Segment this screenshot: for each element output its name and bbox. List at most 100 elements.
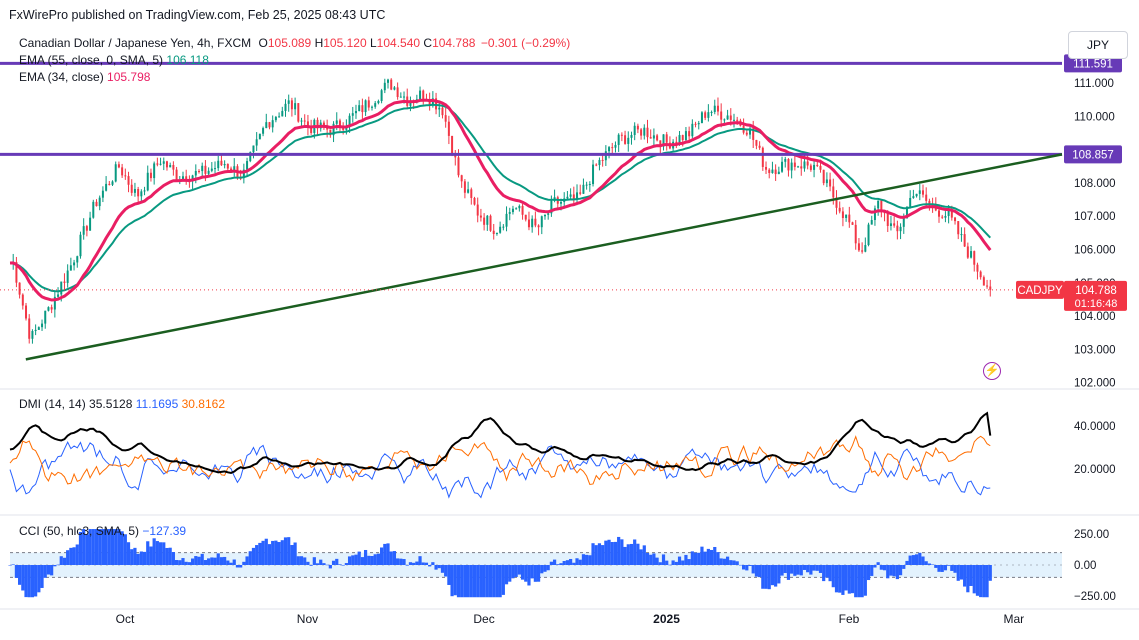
candle xyxy=(274,115,277,123)
candle-body xyxy=(393,87,396,90)
cci-bar xyxy=(629,543,634,565)
candle xyxy=(758,141,761,150)
candle xyxy=(338,118,341,131)
candle-body xyxy=(268,122,271,128)
candle xyxy=(393,86,396,91)
candle xyxy=(483,213,486,231)
ema34-label: EMA (34, close) xyxy=(19,70,104,84)
cci-bar xyxy=(299,556,304,565)
cci-bar xyxy=(767,565,771,590)
candle xyxy=(963,227,966,248)
cci-bar xyxy=(492,565,496,598)
cci-bar xyxy=(828,565,832,582)
candle xyxy=(640,127,643,140)
candle xyxy=(982,275,985,286)
low-label: L xyxy=(369,36,377,50)
candle-body xyxy=(409,100,412,106)
cci-bar xyxy=(671,560,675,565)
cci-bar xyxy=(453,565,457,596)
cci-bar xyxy=(53,565,57,567)
cci-bar xyxy=(764,565,768,589)
cci-bar xyxy=(101,529,105,565)
candle xyxy=(877,200,880,216)
candle-body xyxy=(230,168,233,172)
candle xyxy=(813,161,816,178)
cci-bar xyxy=(854,565,858,598)
candle xyxy=(265,113,268,129)
lightning-icon[interactable]: ⚡ xyxy=(983,362,1001,380)
cci-bar xyxy=(428,565,432,567)
candle xyxy=(127,171,130,193)
candle xyxy=(63,273,66,290)
candle-body xyxy=(841,211,844,219)
cci-bar xyxy=(139,551,143,565)
cci-bar xyxy=(235,565,240,568)
candle-body xyxy=(957,221,960,235)
cci-bar xyxy=(75,544,79,565)
cci-bar xyxy=(924,561,928,565)
candle xyxy=(223,160,226,169)
candle xyxy=(973,250,976,272)
candle-body xyxy=(69,265,72,271)
cci-bar xyxy=(594,545,598,565)
candle xyxy=(146,165,149,192)
cci-bar xyxy=(158,542,163,565)
candle-body xyxy=(198,171,201,173)
candle-body xyxy=(367,100,370,108)
candle-body xyxy=(649,137,652,139)
candle xyxy=(419,86,422,100)
candle-body xyxy=(105,183,108,191)
cci-bar xyxy=(748,565,752,566)
candle xyxy=(114,161,117,183)
candle xyxy=(540,215,543,235)
cci-bar xyxy=(69,547,73,565)
cci-bar xyxy=(565,560,570,565)
candle-body xyxy=(489,215,492,231)
candle xyxy=(271,115,274,133)
cci-bar xyxy=(383,543,387,565)
candle xyxy=(694,121,697,128)
cci-bar xyxy=(11,564,15,565)
dmi-minus-value: 30.8162 xyxy=(181,397,225,411)
cci-bar xyxy=(162,542,166,565)
cci-bar xyxy=(914,554,919,565)
candle-body xyxy=(246,161,249,170)
candle-body xyxy=(358,105,361,112)
candle-body xyxy=(915,193,918,197)
candle-body xyxy=(809,165,812,170)
cci-bar xyxy=(360,557,364,565)
candle xyxy=(50,304,53,314)
cci-bar xyxy=(264,538,268,565)
candle xyxy=(85,224,88,237)
candle-body xyxy=(886,213,889,226)
cci-bar xyxy=(841,565,845,595)
cci-bar xyxy=(24,565,28,598)
cci-bar xyxy=(822,565,826,582)
cci-bar xyxy=(652,553,656,565)
candle xyxy=(278,112,281,118)
cci-bar xyxy=(200,553,204,565)
cci-bar xyxy=(440,565,445,573)
cci-bar xyxy=(296,556,300,565)
candle xyxy=(668,136,671,150)
open-value: 105.089 xyxy=(267,36,312,50)
candle xyxy=(25,302,28,321)
candle xyxy=(976,262,979,280)
cci-bar xyxy=(501,565,505,595)
candle-body xyxy=(34,329,37,332)
candle-body xyxy=(396,87,399,98)
cci-bar xyxy=(812,565,816,571)
candle-body xyxy=(749,128,752,135)
candle-body xyxy=(755,139,758,146)
cci-bar xyxy=(165,547,169,565)
currency-button[interactable]: JPY xyxy=(1068,31,1128,59)
cci-bar xyxy=(367,555,371,565)
candle xyxy=(15,256,18,288)
candle xyxy=(476,197,479,223)
candle-body xyxy=(899,226,902,232)
cci-bar xyxy=(527,565,531,586)
candle-body xyxy=(566,196,569,199)
candle xyxy=(21,293,24,310)
candle xyxy=(198,169,201,174)
